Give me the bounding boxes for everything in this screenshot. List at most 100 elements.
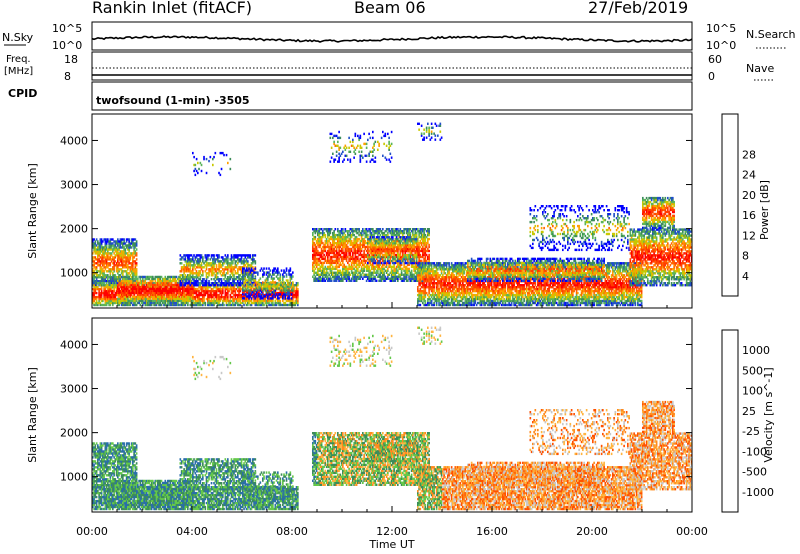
- power-cell: [92, 287, 94, 291]
- power-cell: [158, 279, 160, 283]
- power-cell: [129, 303, 132, 307]
- power-cell: [202, 260, 204, 263]
- power-cell: [180, 301, 183, 304]
- power-cell: [199, 291, 202, 295]
- power-cell: [252, 273, 254, 276]
- power-cell: [107, 287, 109, 291]
- power-cell: [128, 242, 130, 245]
- power-cell: [99, 262, 102, 265]
- power-cell: [178, 289, 180, 293]
- power-cell: [248, 254, 250, 257]
- power-cell: [235, 254, 238, 257]
- power-cell: [137, 287, 139, 291]
- power-cell: [125, 301, 128, 304]
- power-cell: [222, 262, 224, 265]
- power-cell: [164, 297, 167, 300]
- power-cell: [190, 285, 193, 289]
- power-cell: [210, 295, 213, 299]
- power-cell: [233, 289, 235, 293]
- power-cell: [93, 256, 95, 259]
- power-cell: [135, 289, 138, 293]
- power-cell: [222, 274, 224, 277]
- power-cell: [145, 291, 148, 295]
- power-cell: [238, 287, 240, 291]
- power-cell: [119, 293, 122, 297]
- power-cell: [182, 301, 184, 304]
- power-cell: [263, 295, 265, 298]
- power-cell: [134, 303, 137, 307]
- power-cell: [184, 295, 187, 299]
- power-cell: [187, 276, 189, 279]
- power-cell: [184, 266, 187, 269]
- power-cell: [112, 291, 114, 295]
- power-cell: [175, 301, 178, 304]
- power-cell: [154, 275, 157, 279]
- power-cell: [98, 293, 100, 297]
- power-cell: [94, 303, 97, 307]
- power-cell: [163, 283, 165, 287]
- power-cell: [110, 270, 113, 273]
- power-cell: [98, 250, 100, 253]
- power-cell: [163, 287, 165, 291]
- power-cell: [245, 297, 248, 301]
- power-cell: [244, 254, 247, 257]
- power-cell: [142, 289, 144, 293]
- power-cell: [267, 289, 269, 292]
- power-cell: [109, 280, 112, 283]
- power-cell: [165, 287, 168, 291]
- power-cell: [227, 272, 229, 275]
- power-cell: [135, 274, 138, 277]
- power-cell: [174, 279, 177, 283]
- power-cell: [163, 277, 165, 281]
- power-cell: [157, 275, 159, 279]
- power-cell: [185, 295, 188, 299]
- power-cell: [262, 301, 264, 305]
- power-cell: [120, 252, 123, 255]
- power-cell: [152, 293, 154, 297]
- power-cell: [154, 301, 157, 304]
- power-cell: [210, 274, 213, 277]
- power-cell: [248, 295, 250, 298]
- power-cell: [114, 246, 117, 249]
- power-cell: [152, 299, 154, 302]
- power-cell: [128, 283, 130, 287]
- power-cell: [234, 260, 237, 263]
- power-cell: [228, 278, 230, 281]
- power-cell: [259, 293, 262, 296]
- power-cell: [125, 262, 128, 265]
- power-cell: [218, 266, 220, 269]
- power-cell: [100, 260, 103, 263]
- power-cell: [278, 299, 280, 303]
- power-cell: [114, 282, 117, 285]
- power-cell: [260, 267, 263, 270]
- power-cell: [230, 286, 233, 289]
- power-cell: [243, 283, 245, 286]
- power-cell: [227, 266, 229, 269]
- power-cell: [97, 260, 99, 263]
- power-cell: [228, 266, 230, 269]
- power-cell: [193, 289, 195, 293]
- power-cell: [117, 248, 119, 251]
- power-cell: [129, 242, 132, 245]
- power-cell: [203, 297, 205, 301]
- power-cell: [277, 301, 279, 305]
- power-cell: [225, 293, 228, 297]
- power-cell: [115, 286, 118, 289]
- power-cell: [168, 279, 170, 283]
- power-cell: [185, 299, 188, 303]
- power-cell: [183, 289, 185, 293]
- power-cell: [94, 244, 97, 247]
- power-cell: [105, 256, 108, 259]
- power-cell: [110, 301, 113, 305]
- power-cell: [185, 297, 188, 301]
- power-cell: [119, 242, 122, 245]
- power-cell: [285, 267, 288, 270]
- power-cell: [118, 244, 120, 247]
- power-cell: [193, 303, 195, 307]
- power-cell: [118, 258, 120, 261]
- power-cell: [245, 299, 248, 303]
- power-cell: [290, 291, 293, 295]
- power-cell: [254, 275, 257, 278]
- power-cell: [184, 297, 187, 300]
- power-cell: [203, 301, 205, 305]
